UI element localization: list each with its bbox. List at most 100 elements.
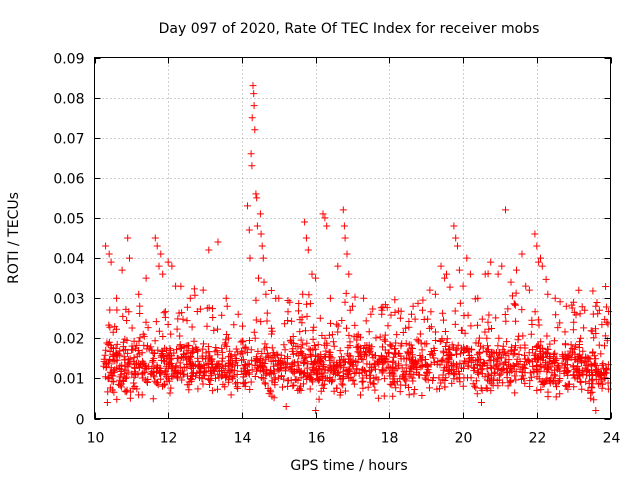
data-point [203,322,211,330]
x-tick-label: 20 [455,431,473,447]
data-point [309,326,317,334]
data-point [227,391,235,399]
data-point [544,360,552,368]
data-point [257,374,265,381]
data-point [413,336,421,344]
data-point [153,367,160,375]
data-point [182,342,190,350]
data-point [510,346,518,354]
data-point [153,242,161,250]
data-point [518,306,526,314]
data-point [128,324,136,332]
data-point [167,330,175,338]
data-point [102,242,110,250]
data-point [391,296,399,304]
data-point [527,330,535,338]
data-point [533,373,541,381]
data-points [100,82,613,414]
data-point [564,356,572,364]
data-point [183,303,191,311]
data-point [297,387,305,394]
data-point [121,356,129,364]
data-point [588,377,596,385]
data-point [416,330,424,338]
data-point [487,258,495,266]
data-point [167,384,175,392]
data-point [237,338,245,346]
data-point [252,190,260,198]
data-point [209,314,217,321]
data-point [577,334,585,342]
data-point [596,371,604,379]
data-point [223,331,231,338]
x-tick-label: 18 [381,431,399,447]
data-point [396,314,404,322]
data-point [537,386,545,394]
data-point [512,376,520,384]
data-point [248,162,256,170]
data-point [342,289,350,297]
data-point [139,357,147,365]
data-point [284,308,292,316]
data-point [429,377,437,384]
data-point [388,342,396,350]
data-point [576,310,584,318]
data-point [306,350,314,358]
data-point [410,390,418,398]
data-point [165,351,173,359]
data-point [284,297,292,304]
data-point [164,258,172,266]
data-point [427,348,435,356]
data-point [102,346,110,354]
data-point [205,348,213,356]
data-point [550,337,558,345]
data-point [266,370,274,378]
data-point [338,317,346,324]
data-point [242,343,250,351]
data-point [589,287,597,295]
data-point [323,222,331,230]
data-point [188,372,196,380]
data-point [113,294,121,302]
data-point [533,386,541,394]
data-point [131,383,139,390]
data-point [125,360,133,368]
data-point [230,321,238,329]
data-point [188,323,196,331]
data-point [303,300,311,308]
data-point [570,308,578,316]
data-point [512,317,520,325]
data-point [508,367,516,375]
data-point [339,381,347,389]
data-point [511,300,519,308]
data-point [456,350,464,358]
data-point [303,312,311,320]
data-point [426,324,434,332]
data-point [352,369,360,377]
data-point [576,354,584,362]
data-point [381,331,389,339]
data-point [436,385,443,393]
data-point [339,368,347,376]
data-point [453,350,460,358]
data-point [439,309,447,317]
data-point [178,367,186,375]
data-point [292,376,300,383]
data-point [135,337,143,345]
data-point [312,371,320,379]
data-point [251,126,259,134]
data-point [191,291,199,299]
data-point [402,361,410,369]
data-point [443,348,451,356]
x-tick-label: 22 [529,431,547,447]
data-point [187,377,195,385]
y-axis-label: ROTI / TECUs [6,192,22,284]
data-point [106,355,114,363]
data-point [270,349,278,357]
data-point [495,334,503,342]
data-point [488,325,495,332]
data-point [308,270,316,278]
data-point [367,310,375,318]
data-point [592,376,600,383]
data-point [564,367,572,375]
